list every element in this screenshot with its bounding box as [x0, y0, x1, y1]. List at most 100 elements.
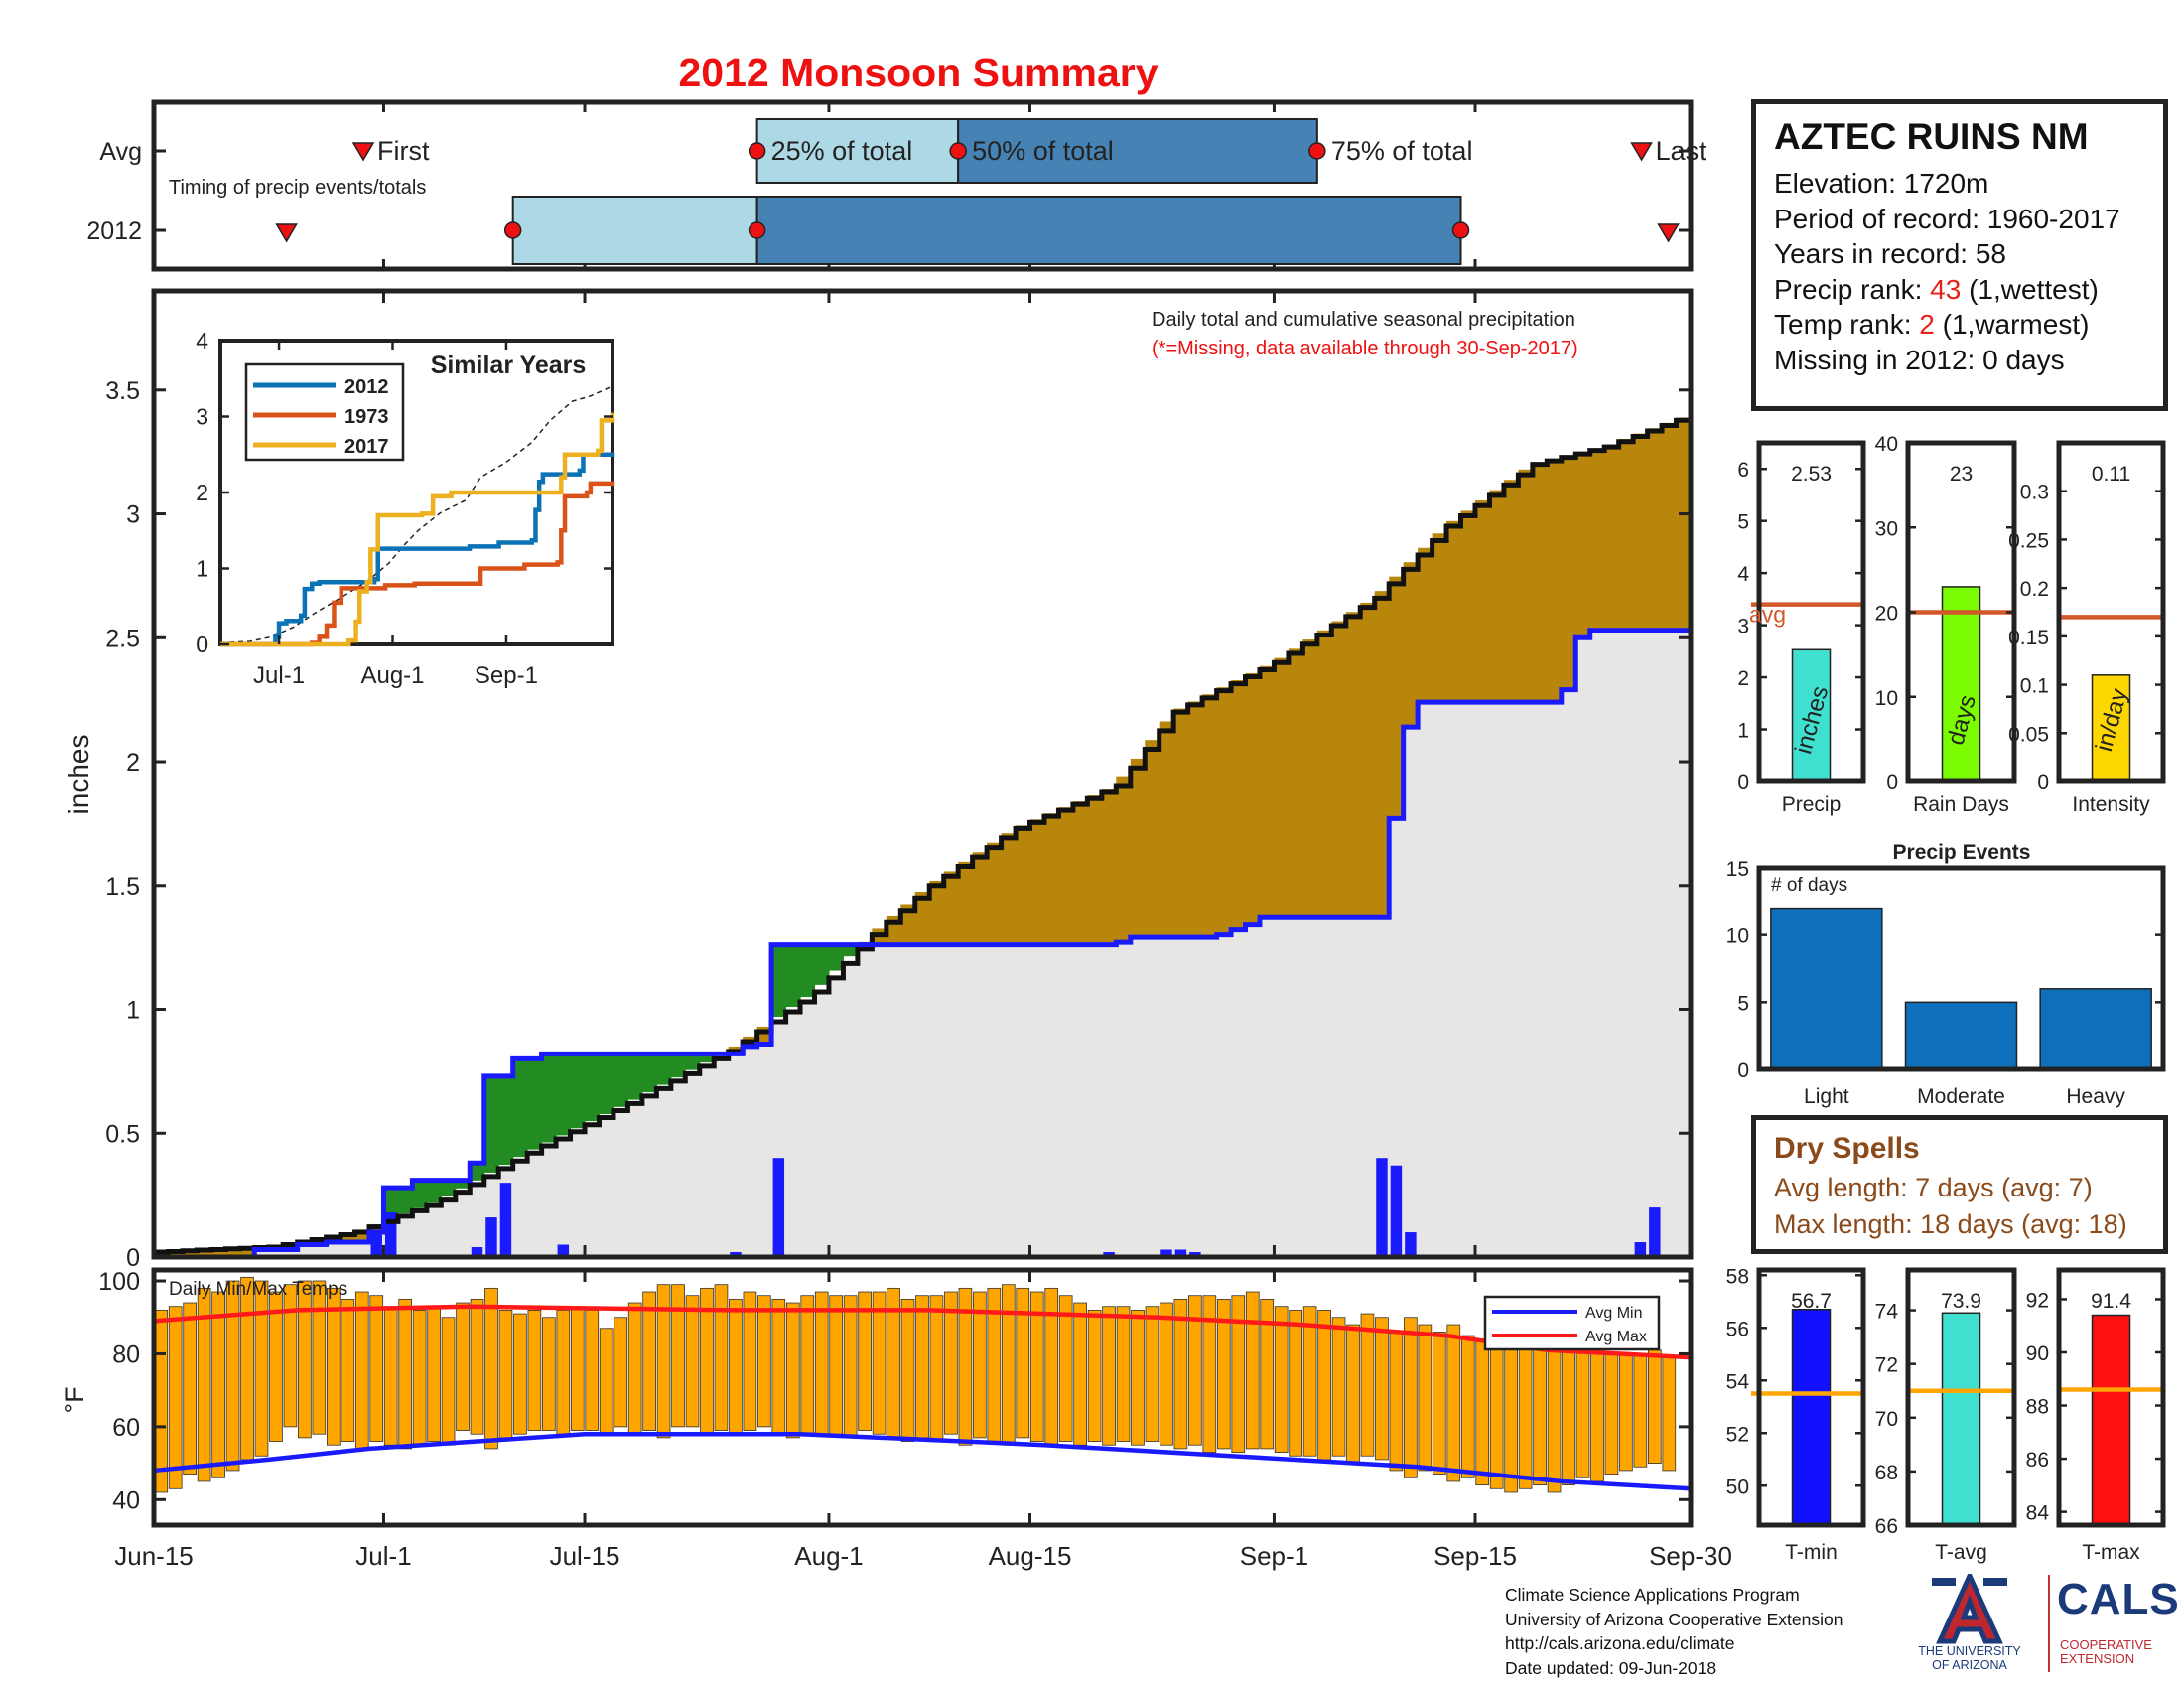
temp-range-bar	[1302, 1306, 1317, 1457]
temp-range-bar	[1446, 1324, 1461, 1482]
tavg-ytick-label: 72	[1875, 1354, 1898, 1377]
below-average-fill	[900, 904, 916, 945]
temp-ylabel: °F	[60, 1386, 89, 1413]
temp-range-bar	[1518, 1335, 1533, 1489]
temp-range-bar	[757, 1295, 771, 1428]
temp-range-bar	[627, 1302, 642, 1435]
intensity-ytick-label: 0	[2037, 772, 2049, 794]
below-average-fill	[1561, 455, 1576, 690]
tavg-ytick-label: 74	[1875, 1301, 1899, 1324]
timing-75-marker	[1451, 221, 1470, 239]
temp-range-bar	[1073, 1302, 1087, 1446]
temp-range-bar	[858, 1291, 872, 1431]
temp-range-bar	[743, 1291, 757, 1431]
temp-range-bar	[283, 1284, 298, 1428]
daily-precip-bar	[1649, 1207, 1661, 1257]
temp-range-bar	[785, 1302, 800, 1439]
events-ytick-label: 10	[1726, 925, 1749, 948]
temp-range-bar	[254, 1280, 269, 1457]
timing-panel: Avg 2012 First 25% of total 50% of total 75% …	[86, 99, 1706, 272]
tmax-bar	[2091, 1314, 2131, 1526]
below-average-fill	[929, 880, 945, 945]
below-average-fill	[1676, 417, 1692, 631]
temp-range-bar	[800, 1295, 815, 1435]
tmax-ytick-label: 90	[2026, 1342, 2049, 1365]
above-average-fill	[685, 1054, 701, 1070]
inset-xtick-label: Jul-1	[253, 662, 305, 689]
temp-range-bar	[1647, 1349, 1662, 1464]
below-average-fill	[1647, 428, 1663, 631]
above-average-fill	[670, 1054, 686, 1078]
below-average-fill	[1503, 480, 1519, 703]
temp-range-bar	[671, 1284, 685, 1428]
tavg-panel: 66 68 70 72 74 73.9 T-avg	[1875, 1267, 2017, 1564]
intensity-ytick-label: 0.3	[2020, 482, 2049, 504]
below-average-fill	[1101, 789, 1117, 945]
above-average-fill	[512, 1058, 528, 1158]
main-ytick-label: 2	[126, 749, 140, 776]
precip_total-frame	[1756, 440, 1866, 784]
temp-range-bar	[1562, 1349, 1575, 1486]
credits: Climate Science Applications Program Uni…	[1505, 1583, 1843, 1680]
events-ytick-label: 5	[1737, 992, 1749, 1015]
below-average-fill	[1345, 612, 1361, 918]
temp-xtick-label: Aug-15	[989, 1541, 1072, 1571]
tmin-bar	[1791, 1308, 1832, 1526]
temp-range-bar	[958, 1287, 973, 1446]
tmin-panel: 50 52 54 56 58 56.7 T-min	[1726, 1265, 1866, 1564]
temp-range-bar	[900, 1298, 915, 1442]
station-info-box: AZTEC RUINS NM Elevation: 1720m Period o…	[1751, 99, 2168, 411]
temp-rank-label: Temp rank:	[1774, 309, 1920, 340]
below-average-fill	[1288, 648, 1303, 918]
temp-range-bar	[1575, 1345, 1590, 1478]
temp-ytick-label: 80	[112, 1340, 140, 1368]
temp-legend-label-min: Avg Min	[1585, 1305, 1643, 1322]
inset-ytick-label: 1	[196, 556, 208, 582]
above-average-fill	[843, 944, 859, 957]
rain_days-ytick-label: 0	[1886, 772, 1898, 794]
temp-range-bar	[1173, 1298, 1188, 1450]
below-average-fill	[341, 1233, 356, 1243]
rain_days-ytick-label: 40	[1875, 433, 1898, 456]
intensity-ytick-label: 0.05	[2008, 723, 2049, 746]
temp-range-bar	[714, 1284, 729, 1431]
tavg-bar	[1941, 1312, 1981, 1526]
above-average-fill	[771, 944, 787, 1017]
temp-range-bar	[1346, 1324, 1360, 1464]
temp-range-bar	[341, 1298, 355, 1442]
temp-range-bar	[929, 1295, 944, 1442]
temp-range-bar	[570, 1306, 585, 1431]
below-average-fill	[1360, 602, 1376, 918]
temp-range-bar	[513, 1313, 527, 1435]
temp-range-bar	[1058, 1295, 1073, 1442]
tavg-ytick-label: 70	[1875, 1408, 1898, 1431]
rain_days-value-label: 23	[1950, 463, 1973, 486]
tmax-ytick-label: 84	[2026, 1502, 2050, 1525]
below-average-fill	[943, 871, 959, 945]
main-title: Daily total and cumulative seasonal prec…	[1152, 309, 1575, 331]
intensity-value-label: 0.11	[2092, 463, 2130, 486]
temp-legend-label-max: Avg Max	[1585, 1329, 1647, 1345]
below-average-fill	[197, 1249, 212, 1257]
events-title: Precip Events	[1893, 841, 2031, 864]
inset-ytick-label: 4	[196, 328, 208, 353]
below-average-fill	[168, 1251, 184, 1257]
temp-range-bar	[527, 1309, 542, 1431]
tmin-xlabel: T-min	[1785, 1541, 1838, 1564]
temp-range-bar	[1160, 1302, 1173, 1446]
rain_days-bar	[1941, 586, 1981, 782]
temp-ytick-label: 60	[112, 1414, 140, 1442]
temp-range-bar	[1418, 1324, 1433, 1472]
below-average-fill	[972, 852, 988, 945]
temp-legend-box	[1483, 1295, 1661, 1351]
temp-xtick-label: Jun-15	[114, 1541, 194, 1571]
temp-xtick-label: Jul-15	[550, 1541, 620, 1571]
events-ytick-label: 0	[1737, 1059, 1749, 1082]
tmax-ytick-label: 88	[2026, 1396, 2049, 1419]
inset-series-line	[220, 452, 615, 647]
intensity-ytick-label: 0.25	[2008, 529, 2049, 552]
below-average-fill	[1604, 444, 1620, 631]
precip_total-bar	[1791, 648, 1832, 782]
intensity-panel: 00.050.10.150.20.250.30.11Intensityin/da…	[2008, 440, 2166, 816]
